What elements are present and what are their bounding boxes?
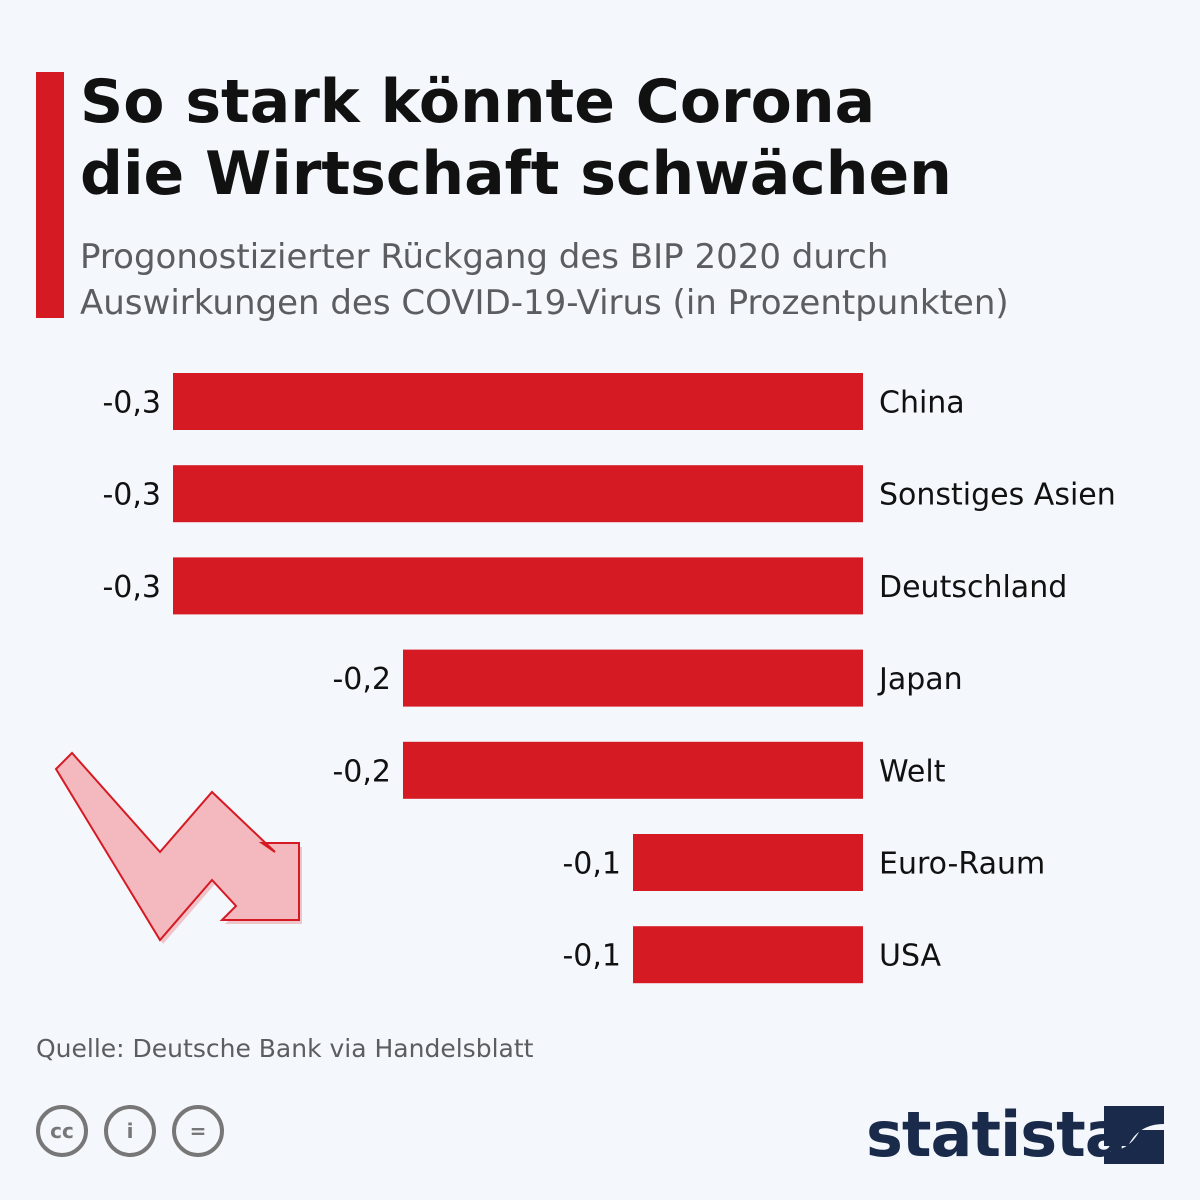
- chart-subtitle: Progonostizierter Rückgang des BIP 2020 …: [80, 237, 1009, 323]
- nd-icon[interactable]: =: [172, 1105, 224, 1157]
- bar-china: [173, 373, 863, 430]
- statista-logo-text[interactable]: statista: [866, 1098, 1127, 1171]
- bars-group: -0,3 China -0,3 Sonstiges Asien -0,3 Deutschl…: [102, 373, 1116, 984]
- bar-deutschland: [173, 557, 863, 615]
- category-label: Euro-Raum: [879, 847, 1045, 882]
- value-label: -0,3: [102, 386, 161, 421]
- category-label: China: [879, 386, 965, 421]
- value-label: -0,2: [332, 662, 391, 697]
- bar-welt: [403, 741, 863, 799]
- value-label: -0,2: [332, 754, 391, 789]
- source-note: Quelle: Deutsche Bank via Handelsblatt: [36, 1034, 534, 1063]
- value-label: -0,1: [562, 847, 621, 882]
- value-label: -0,3: [102, 478, 161, 513]
- bar-chart: -0,3 China -0,3 Sonstiges Asien -0,3 Deutschl…: [54, 373, 1116, 984]
- category-label: USA: [879, 939, 942, 974]
- value-label: -0,3: [102, 570, 161, 605]
- chart-title: So stark könnte Corona die Wirtschaft sc…: [80, 67, 952, 209]
- category-label: Deutschland: [879, 570, 1067, 605]
- bar-euro-raum: [633, 834, 863, 891]
- down-trend-arrow-icon: [54, 751, 302, 944]
- bar-japan: [403, 649, 863, 707]
- bar-sonstiges-asien: [173, 465, 863, 523]
- statista-logo-icon: [1104, 1106, 1164, 1164]
- category-label: Welt: [879, 754, 946, 789]
- bar-usa: [633, 926, 863, 984]
- by-icon[interactable]: i: [104, 1105, 156, 1157]
- cc-icon[interactable]: cc: [36, 1105, 88, 1157]
- title-accent-bar: [36, 72, 64, 318]
- license-icons: cc i =: [36, 1105, 224, 1157]
- category-label: Sonstiges Asien: [879, 478, 1116, 513]
- category-label: Japan: [877, 662, 963, 697]
- value-label: -0,1: [562, 939, 621, 974]
